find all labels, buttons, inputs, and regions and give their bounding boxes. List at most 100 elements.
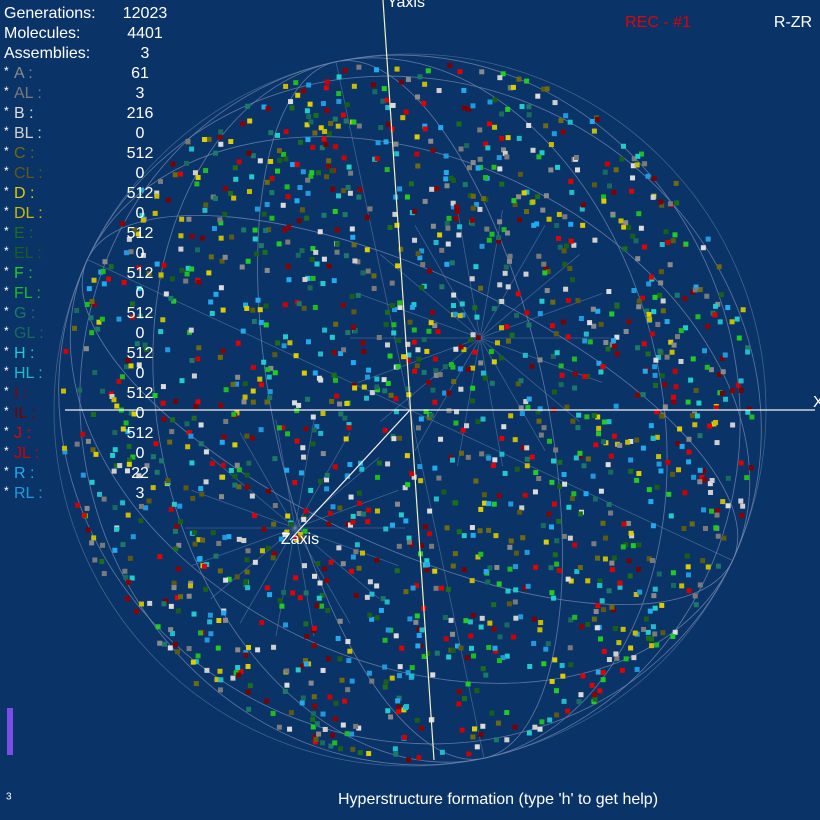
molecule bbox=[518, 378, 524, 384]
molecule bbox=[99, 559, 105, 565]
molecule bbox=[683, 241, 689, 247]
molecule bbox=[486, 455, 492, 461]
species-marker: * bbox=[4, 244, 9, 258]
molecule bbox=[567, 266, 573, 272]
species-name: B : bbox=[14, 105, 34, 122]
molecule bbox=[416, 626, 422, 632]
molecule bbox=[189, 233, 195, 239]
molecule bbox=[543, 646, 549, 652]
molecule bbox=[293, 575, 299, 581]
molecule bbox=[318, 125, 324, 131]
molecule bbox=[409, 665, 415, 671]
molecule bbox=[322, 128, 328, 134]
molecule bbox=[324, 577, 330, 583]
molecule bbox=[571, 491, 577, 497]
molecule bbox=[199, 491, 205, 497]
molecule bbox=[134, 341, 140, 347]
molecule bbox=[470, 103, 476, 109]
molecule bbox=[597, 578, 603, 584]
molecule bbox=[439, 247, 445, 253]
molecule bbox=[453, 500, 459, 506]
molecule bbox=[466, 106, 472, 112]
molecule bbox=[432, 568, 438, 574]
molecule bbox=[195, 356, 201, 362]
molecule bbox=[654, 409, 660, 415]
molecule bbox=[394, 222, 400, 228]
molecule bbox=[216, 618, 222, 624]
molecule bbox=[189, 460, 195, 466]
molecule bbox=[648, 423, 654, 429]
molecule bbox=[442, 615, 448, 621]
molecule bbox=[559, 372, 565, 378]
molecule bbox=[714, 508, 720, 514]
pole-spoke bbox=[239, 527, 296, 624]
molecule bbox=[496, 235, 502, 241]
molecule bbox=[536, 253, 542, 259]
molecule bbox=[382, 388, 388, 394]
molecule bbox=[580, 202, 586, 208]
molecule bbox=[472, 349, 478, 355]
species-name: JL : bbox=[14, 445, 39, 462]
molecule bbox=[546, 438, 552, 444]
molecule bbox=[443, 176, 449, 182]
molecule bbox=[173, 546, 179, 552]
molecule bbox=[558, 118, 564, 124]
molecule bbox=[106, 276, 112, 282]
molecule bbox=[334, 241, 340, 247]
molecule bbox=[222, 254, 228, 260]
molecule bbox=[478, 624, 484, 630]
molecule bbox=[518, 405, 524, 411]
molecule bbox=[329, 334, 335, 340]
molecule bbox=[502, 470, 508, 476]
molecule bbox=[405, 482, 411, 488]
molecule bbox=[264, 399, 270, 405]
species-count: 0 bbox=[136, 125, 145, 142]
molecule bbox=[305, 190, 311, 196]
molecule bbox=[409, 304, 415, 310]
molecule bbox=[128, 249, 134, 255]
molecule bbox=[457, 69, 463, 75]
molecule bbox=[676, 467, 682, 473]
molecule bbox=[193, 681, 199, 687]
molecule bbox=[312, 739, 318, 745]
molecule bbox=[609, 604, 615, 610]
molecule bbox=[233, 670, 239, 676]
molecule bbox=[228, 139, 234, 145]
molecule bbox=[394, 151, 400, 157]
molecule bbox=[637, 589, 643, 595]
molecule bbox=[505, 338, 511, 344]
molecule bbox=[572, 614, 578, 620]
molecule bbox=[203, 586, 209, 592]
molecule bbox=[478, 551, 484, 557]
molecule bbox=[641, 341, 647, 347]
molecule bbox=[313, 249, 319, 255]
molecule bbox=[264, 585, 270, 591]
molecule bbox=[288, 99, 294, 105]
molecule bbox=[336, 98, 342, 104]
molecule bbox=[393, 396, 399, 402]
molecule bbox=[602, 535, 608, 541]
molecule bbox=[217, 134, 223, 140]
molecule bbox=[693, 387, 699, 393]
molecule bbox=[522, 492, 528, 498]
molecule bbox=[80, 431, 86, 437]
molecule bbox=[324, 174, 330, 180]
pole-spoke bbox=[294, 490, 399, 529]
molecule bbox=[385, 121, 391, 127]
molecule bbox=[705, 564, 711, 570]
molecule bbox=[421, 369, 427, 375]
molecule bbox=[561, 471, 567, 477]
pole-spoke bbox=[380, 254, 481, 339]
molecule bbox=[568, 178, 574, 184]
molecule bbox=[324, 486, 330, 492]
molecule bbox=[119, 221, 125, 227]
molecule bbox=[568, 238, 574, 244]
molecule bbox=[318, 478, 324, 484]
molecule bbox=[452, 311, 458, 317]
molecule bbox=[746, 406, 752, 412]
molecule bbox=[74, 441, 80, 447]
molecule bbox=[715, 533, 721, 539]
molecule bbox=[201, 563, 207, 569]
molecule bbox=[478, 285, 484, 291]
molecule bbox=[568, 221, 574, 227]
